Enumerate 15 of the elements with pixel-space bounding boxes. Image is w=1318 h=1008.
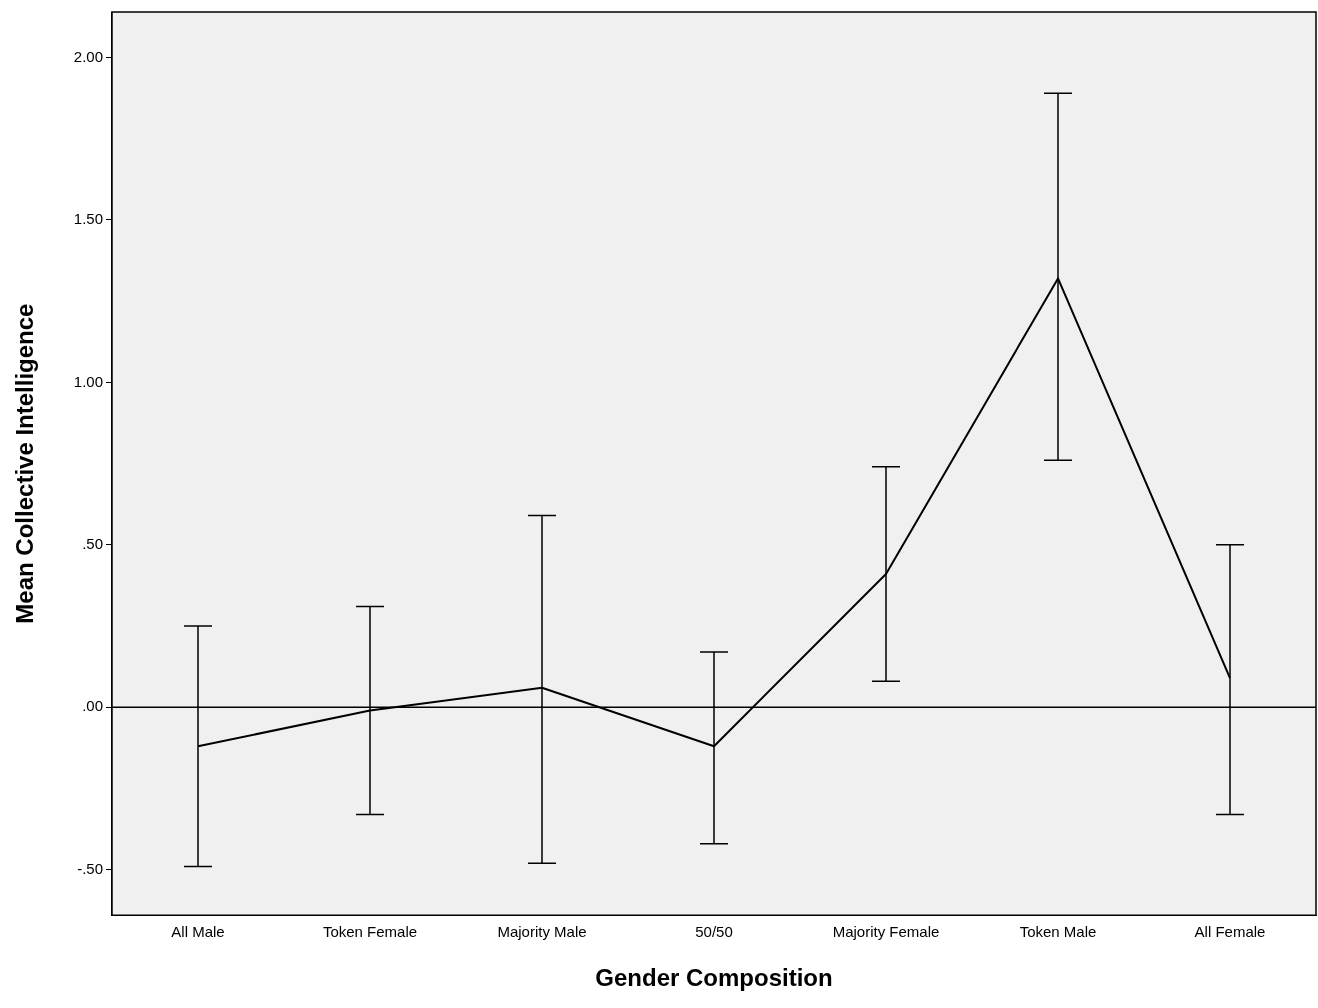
y-tick-label: 2.00 [73,47,103,65]
x-axis-title: Gender Composition [595,964,833,992]
y-tick-label: .50 [82,534,103,552]
y-tick-label: 1.00 [73,372,103,390]
y-tick-label: 1.50 [73,210,103,228]
x-tick-label: All Male [171,923,225,941]
x-tick-label: Majority Female [832,923,940,941]
y-axis-title: Mean Collective Intelligence [11,303,39,624]
y-tick-label: .00 [82,697,103,715]
x-tick-label: All Female [1194,923,1266,941]
x-tick-label: Token Female [322,923,418,941]
x-tick-label: Token Male [1019,923,1097,941]
y-tick-label: -.50 [77,859,103,877]
x-tick-label: Majority Male [497,923,587,941]
x-tick-label: 50/50 [695,923,733,941]
